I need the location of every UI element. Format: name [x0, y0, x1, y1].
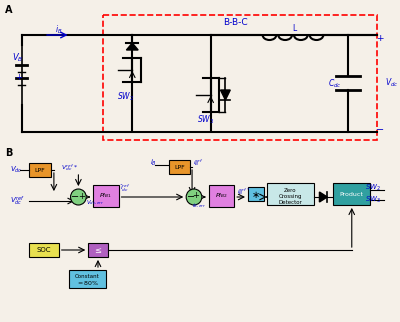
FancyBboxPatch shape — [266, 183, 314, 205]
Text: $\leq$: $\leq$ — [93, 245, 103, 254]
Polygon shape — [126, 43, 138, 50]
Text: −: − — [187, 192, 195, 202]
Text: $V^{ref}_{dc}*$: $V^{ref}_{dc}*$ — [61, 163, 78, 174]
Text: −: − — [71, 192, 80, 202]
Text: $\hat{i}^{ref}_{dc}$: $\hat{i}^{ref}_{dc}$ — [120, 182, 130, 194]
Text: +: + — [192, 191, 200, 200]
Text: LPF: LPF — [174, 165, 185, 169]
Text: $PI_{B1}$: $PI_{B1}$ — [99, 192, 112, 201]
Text: $V_B$: $V_B$ — [12, 52, 23, 64]
Text: $V_{dc}$: $V_{dc}$ — [385, 77, 398, 89]
Text: A: A — [5, 5, 12, 15]
Text: $i_B$: $i_B$ — [150, 158, 157, 168]
Text: −: − — [376, 125, 384, 135]
FancyBboxPatch shape — [333, 183, 370, 205]
Text: +: + — [78, 192, 85, 201]
Text: L: L — [292, 24, 296, 33]
Text: $i_B$: $i_B$ — [55, 24, 62, 36]
FancyBboxPatch shape — [248, 187, 264, 201]
Text: SOC: SOC — [37, 247, 51, 253]
Polygon shape — [220, 90, 230, 100]
Text: $SW_2$: $SW_2$ — [117, 91, 134, 103]
Text: LPF: LPF — [35, 167, 46, 173]
Text: $i^{ref*}_B$: $i^{ref*}_B$ — [237, 187, 250, 197]
Circle shape — [70, 189, 86, 205]
Text: $SW_3$: $SW_3$ — [365, 195, 381, 205]
Text: Product: Product — [340, 192, 364, 196]
Text: $C_{dc}$: $C_{dc}$ — [328, 78, 342, 90]
Text: $\ast$: $\ast$ — [251, 188, 260, 200]
Text: Detector: Detector — [278, 200, 302, 204]
FancyBboxPatch shape — [209, 185, 234, 207]
FancyBboxPatch shape — [29, 163, 51, 177]
Text: $=80\%$: $=80\%$ — [76, 279, 99, 287]
Text: Constant: Constant — [75, 274, 100, 279]
Circle shape — [186, 189, 202, 205]
Text: $V^{ref}_{dc}$: $V^{ref}_{dc}$ — [10, 194, 24, 208]
FancyBboxPatch shape — [88, 243, 108, 257]
Text: Crossing: Crossing — [278, 194, 302, 198]
Text: B-B-C: B-B-C — [223, 17, 248, 26]
Text: $PI_{B2}$: $PI_{B2}$ — [215, 192, 228, 201]
Text: +: + — [376, 33, 384, 43]
FancyBboxPatch shape — [168, 160, 190, 174]
FancyBboxPatch shape — [93, 185, 118, 207]
Text: $i^{ref}_B$: $i^{ref}_B$ — [193, 157, 204, 168]
Text: $i_{B,err}$: $i_{B,err}$ — [192, 202, 206, 210]
Text: Zero: Zero — [284, 187, 296, 193]
Text: $V_{dc,err}$: $V_{dc,err}$ — [86, 199, 104, 207]
FancyBboxPatch shape — [68, 270, 106, 288]
Text: $V_{dc}$: $V_{dc}$ — [10, 165, 22, 175]
FancyBboxPatch shape — [29, 243, 59, 257]
Polygon shape — [320, 192, 327, 202]
Text: $SW_2$: $SW_2$ — [365, 183, 381, 193]
Text: B: B — [5, 148, 12, 158]
Text: $SW_3$: $SW_3$ — [197, 114, 214, 126]
Text: +: + — [15, 72, 22, 81]
